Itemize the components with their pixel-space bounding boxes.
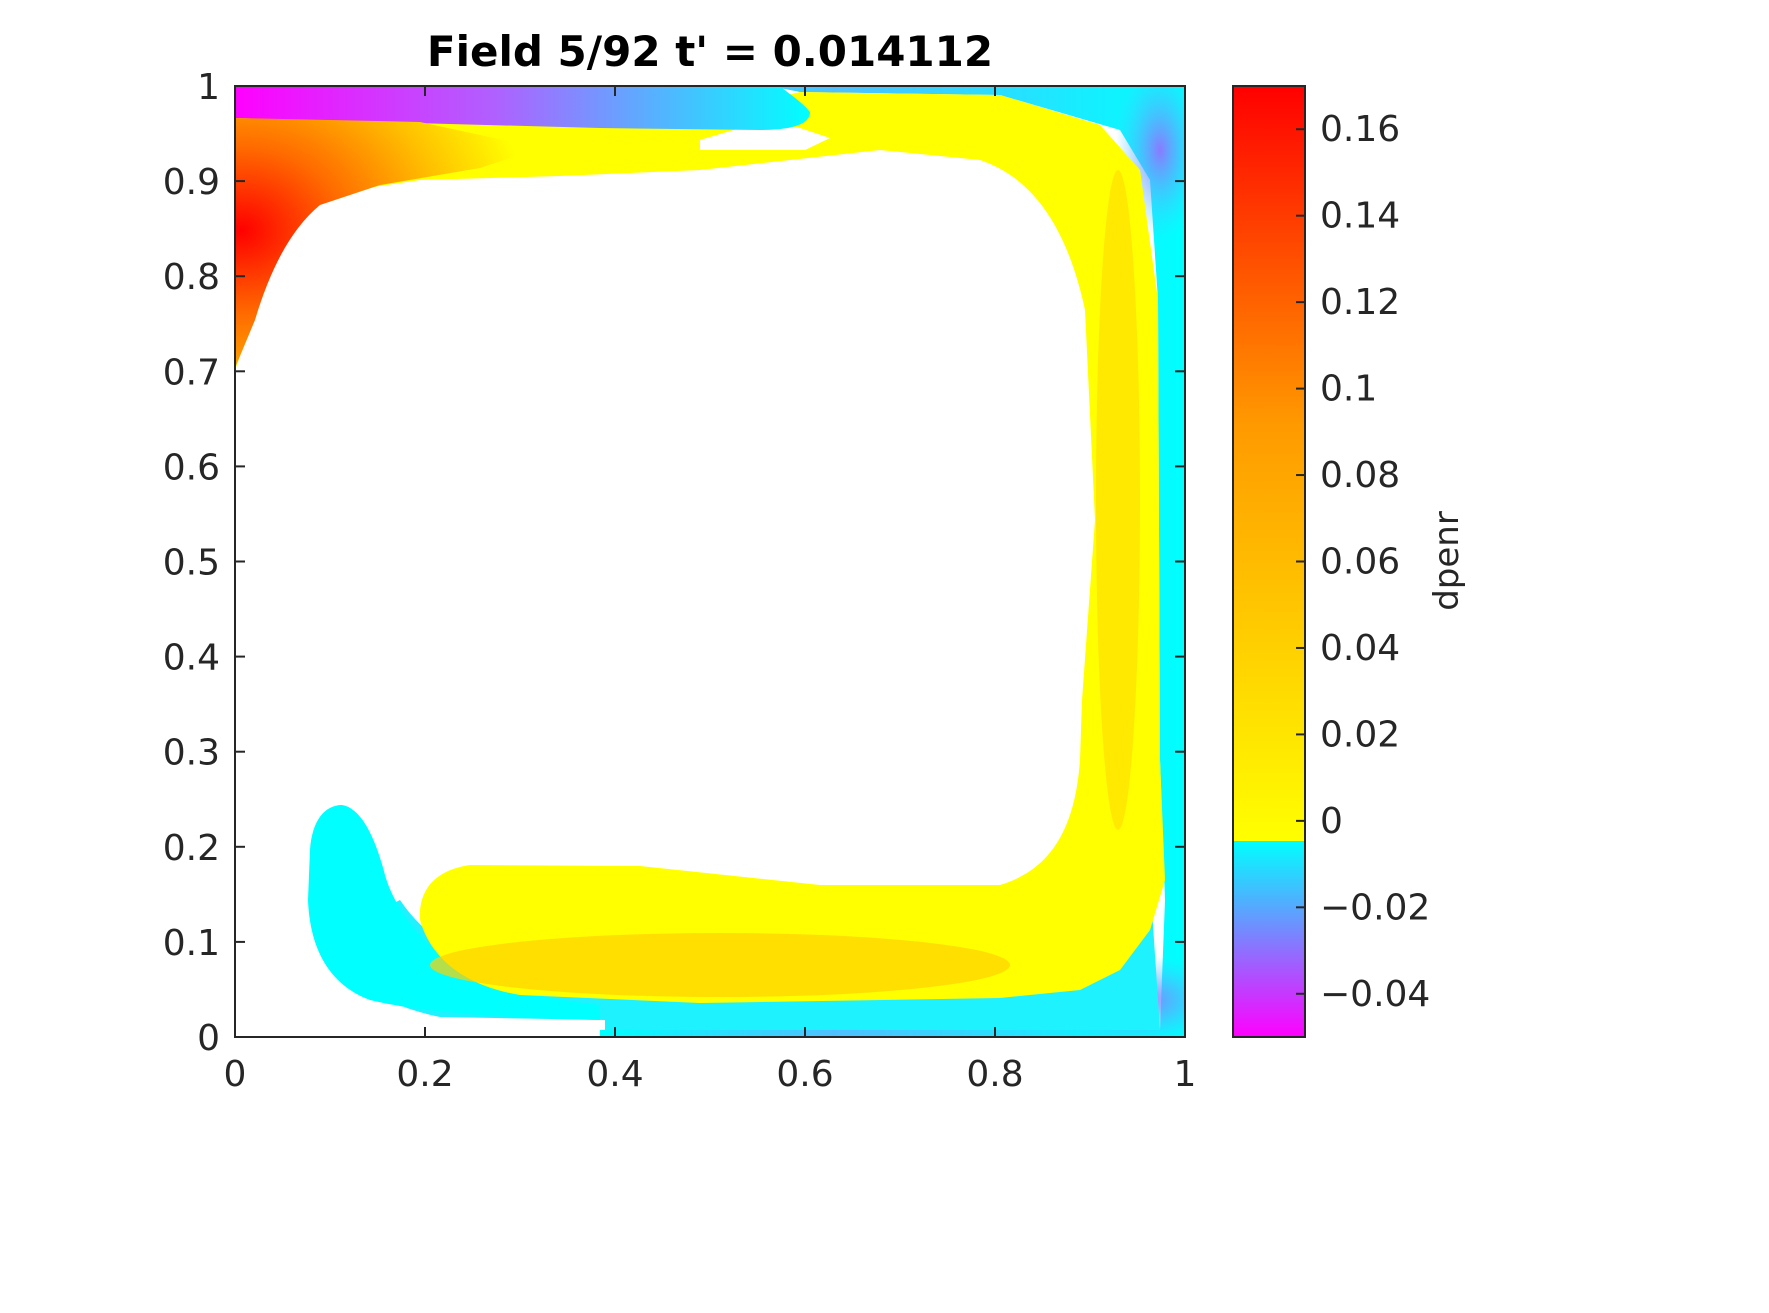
chart-title: Field 5/92 t' = 0.014112 <box>427 27 993 76</box>
colorbar-tick-label: 0.06 <box>1320 542 1400 583</box>
x-tick-label: 0.4 <box>586 1054 643 1095</box>
colorbar-tick-label: 0.12 <box>1320 282 1400 323</box>
x-tick-label: 0.2 <box>396 1054 453 1095</box>
colorbar-label: dpenr <box>1427 511 1467 611</box>
y-tick-label: 0.3 <box>163 733 220 774</box>
y-tick-label: 0.9 <box>163 162 220 203</box>
x-tick-label: 0.8 <box>966 1054 1023 1095</box>
colorbar-ticks: 0.16 0.14 0.12 0.1 0.08 0.06 0.04 0.02 0 −0.02 −0.… <box>1296 109 1430 1015</box>
colorbar-negative <box>1233 841 1305 1037</box>
colorbar-positive <box>1233 86 1305 841</box>
y-tick-label: 0 <box>197 1018 220 1059</box>
top-negative-band <box>235 86 810 130</box>
y-tick-label: 0.7 <box>163 352 220 393</box>
heatmap-field <box>235 86 1185 1037</box>
x-tick-label: 0.6 <box>776 1054 833 1095</box>
colorbar-tick-label: 0.04 <box>1320 628 1400 669</box>
x-tick-label: 0 <box>224 1054 247 1095</box>
colorbar-tick-label: 0.16 <box>1320 109 1400 150</box>
colorbar-tick-label: 0.02 <box>1320 714 1400 755</box>
y-axis: 0 0.1 0.2 0.3 0.4 0.5 0.6 0.7 0.8 0.9 1 <box>163 67 1185 1059</box>
y-tick-label: 0.4 <box>163 638 220 679</box>
y-tick-label: 1 <box>197 67 220 108</box>
loop-right-shade <box>1096 170 1140 830</box>
colorbar-tick-label: 0 <box>1320 801 1343 842</box>
y-tick-label: 0.8 <box>163 257 220 298</box>
y-tick-label: 0.6 <box>163 447 220 488</box>
colorbar: 0.16 0.14 0.12 0.1 0.08 0.06 0.04 0.02 0 −0.02 −0.… <box>1232 85 1467 1038</box>
y-tick-label: 0.2 <box>163 828 220 869</box>
x-tick-label: 1 <box>1174 1054 1197 1095</box>
colorbar-tick-label: 0.14 <box>1320 196 1400 237</box>
y-tick-label: 0.5 <box>163 543 220 584</box>
top-left-hot-zone <box>235 118 540 368</box>
x-axis: 0 0.2 0.4 0.6 0.8 1 <box>224 86 1197 1095</box>
colorbar-tick-label: −0.02 <box>1320 887 1430 928</box>
y-tick-label: 0.1 <box>163 923 220 964</box>
colorbar-tick-label: 0.08 <box>1320 455 1400 496</box>
bottom-left-negative-lobe <box>308 805 600 1020</box>
colorbar-tick-label: −0.04 <box>1320 974 1430 1015</box>
colorbar-tick-label: 0.1 <box>1320 369 1377 410</box>
loop-bottom-shade <box>430 933 1010 997</box>
